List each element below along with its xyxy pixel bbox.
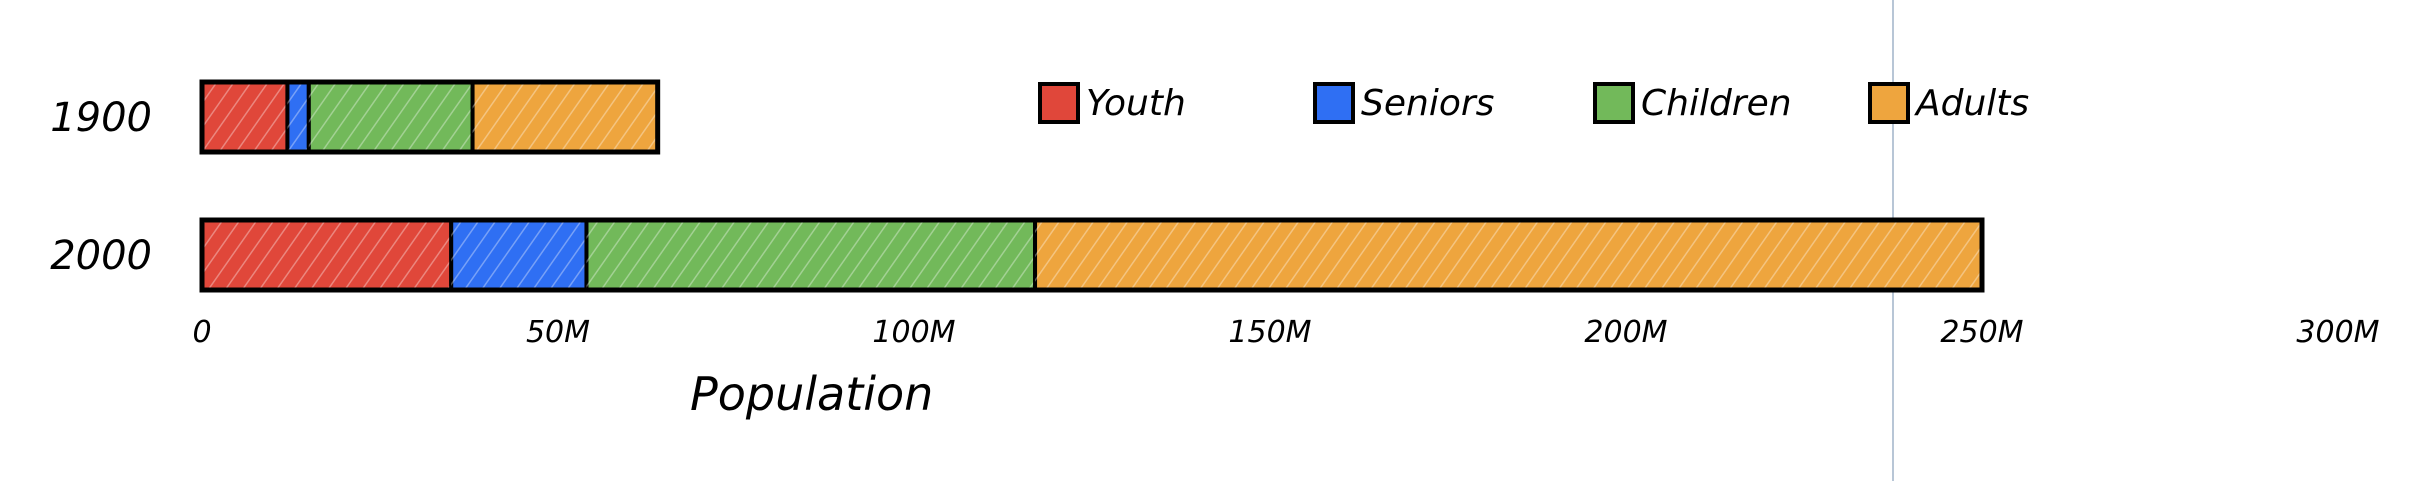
- bar-outline-1900: [199, 79, 661, 155]
- x-tick-label: 300M: [2296, 315, 2379, 350]
- x-tick-label: 250M: [1940, 315, 2023, 350]
- legend-label-seniors: Seniors: [1361, 83, 1494, 124]
- legend-label-youth: Youth: [1086, 83, 1186, 124]
- legend-swatch-adults: [1868, 82, 1910, 124]
- bar-hatch-2000-adults: [1035, 220, 1982, 290]
- x-tick-label: 150M: [1228, 315, 1311, 350]
- bar-hatch-1900-adults: [472, 82, 658, 152]
- legend: Youth Seniors Children Adults: [1038, 82, 2029, 124]
- bar-hatch-2000-children: [586, 220, 1036, 290]
- bar-outline-2000: [199, 217, 1985, 293]
- legend-swatch-children: [1593, 82, 1635, 124]
- bar-hatch-2000-seniors: [451, 220, 587, 290]
- category-label-1900: 1900: [50, 95, 152, 141]
- legend-swatch-seniors: [1313, 82, 1355, 124]
- bar-hatch-1900-children: [308, 82, 473, 152]
- category-label-2000: 2000: [50, 233, 152, 279]
- x-tick-label: 100M: [872, 315, 955, 350]
- legend-label-adults: Adults: [1914, 83, 2029, 124]
- x-axis-title: Population: [690, 367, 933, 421]
- x-tick-label: 50M: [526, 315, 590, 350]
- bars-group: [199, 79, 1985, 293]
- x-tick-label: 0: [192, 315, 211, 350]
- legend-swatch-youth: [1038, 82, 1080, 124]
- bar-hatch-1900-seniors: [287, 82, 309, 152]
- category-labels: 1900 2000: [50, 95, 152, 279]
- x-axis-ticks: 0 50M 100M 150M 200M 250M 300M: [192, 315, 2379, 350]
- bar-hatch-1900-youth: [202, 82, 288, 152]
- legend-label-children: Children: [1641, 83, 1792, 124]
- x-tick-label: 200M: [1584, 315, 1667, 350]
- bar-hatch-2000-youth: [202, 220, 452, 290]
